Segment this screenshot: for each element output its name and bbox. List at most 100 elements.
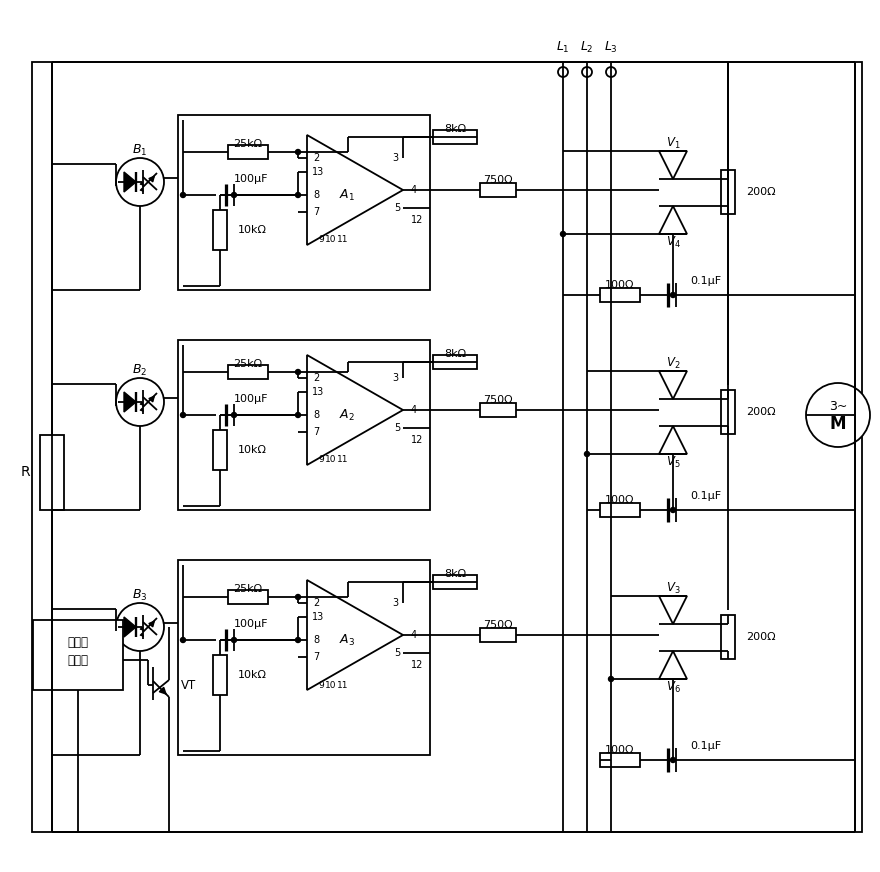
Bar: [721, 390, 735, 434]
Circle shape: [116, 603, 164, 651]
Bar: [178, 560, 430, 755]
Text: 100μF: 100μF: [234, 394, 268, 404]
Text: $L_3$: $L_3$: [604, 39, 618, 55]
Text: 10kΩ: 10kΩ: [238, 225, 267, 235]
Circle shape: [180, 412, 186, 418]
Text: $A_2$: $A_2$: [339, 407, 355, 423]
Bar: [178, 340, 430, 510]
Text: 10kΩ: 10kΩ: [238, 670, 267, 680]
Circle shape: [561, 231, 566, 236]
Text: 8: 8: [313, 190, 319, 200]
Text: 2: 2: [313, 153, 319, 163]
Text: 8: 8: [313, 635, 319, 645]
Text: 200Ω: 200Ω: [746, 187, 775, 197]
Text: 10kΩ: 10kΩ: [238, 445, 267, 455]
Text: 100Ω: 100Ω: [605, 280, 634, 290]
Text: $V_2$: $V_2$: [666, 356, 680, 371]
Text: VT: VT: [181, 678, 196, 691]
Text: M: M: [830, 415, 847, 433]
Bar: [600, 503, 640, 517]
Text: 0.1μF: 0.1μF: [690, 741, 721, 751]
Circle shape: [231, 193, 237, 197]
Text: 8kΩ: 8kΩ: [444, 569, 466, 579]
Bar: [600, 753, 640, 767]
Text: 200Ω: 200Ω: [746, 407, 775, 417]
Text: 13: 13: [312, 612, 324, 622]
Text: 5: 5: [394, 423, 400, 433]
Text: 8kΩ: 8kΩ: [444, 349, 466, 359]
Text: 12: 12: [411, 660, 423, 670]
Bar: [480, 183, 516, 197]
Text: 750Ω: 750Ω: [483, 395, 513, 405]
Circle shape: [296, 595, 300, 600]
Circle shape: [116, 158, 164, 206]
Text: 12: 12: [411, 215, 423, 225]
Bar: [480, 628, 516, 642]
Circle shape: [671, 758, 676, 762]
Bar: [433, 130, 477, 144]
Text: $V_4$: $V_4$: [665, 235, 680, 249]
Circle shape: [231, 637, 237, 643]
Text: 750Ω: 750Ω: [483, 620, 513, 630]
Text: 25kΩ: 25kΩ: [233, 139, 262, 149]
Text: 12: 12: [411, 435, 423, 445]
Text: 3: 3: [392, 598, 398, 608]
Bar: [721, 170, 735, 214]
Bar: [600, 288, 640, 302]
Text: 7: 7: [313, 652, 319, 662]
Text: $B_3$: $B_3$: [132, 588, 148, 603]
Circle shape: [558, 67, 568, 77]
Text: 25kΩ: 25kΩ: [233, 584, 262, 594]
Text: 7: 7: [313, 427, 319, 437]
Bar: [213, 655, 227, 695]
Text: 5: 5: [394, 648, 400, 658]
Bar: [32, 62, 862, 832]
Text: 9: 9: [319, 680, 324, 690]
Bar: [33, 620, 123, 690]
Text: 5: 5: [394, 203, 400, 213]
Text: 3: 3: [392, 373, 398, 383]
Circle shape: [608, 677, 613, 682]
Text: $A_1$: $A_1$: [339, 187, 355, 202]
Text: 750Ω: 750Ω: [483, 175, 513, 185]
Circle shape: [582, 67, 592, 77]
Circle shape: [296, 193, 300, 197]
Text: 10: 10: [326, 680, 337, 690]
Circle shape: [671, 508, 676, 513]
Circle shape: [806, 383, 870, 447]
Text: 100μF: 100μF: [234, 619, 268, 629]
Text: 100Ω: 100Ω: [605, 495, 634, 505]
Text: $A_3$: $A_3$: [339, 632, 355, 648]
Text: $V_1$: $V_1$: [666, 135, 680, 151]
Bar: [40, 435, 64, 510]
Polygon shape: [124, 392, 136, 412]
Text: 8kΩ: 8kΩ: [444, 124, 466, 134]
Circle shape: [296, 412, 300, 418]
Text: 200Ω: 200Ω: [746, 632, 775, 642]
Text: 9: 9: [319, 235, 324, 244]
Text: 0.1μF: 0.1μF: [690, 491, 721, 501]
Circle shape: [671, 292, 676, 297]
Bar: [228, 590, 268, 604]
Text: 辑指令: 辑指令: [68, 653, 89, 666]
Text: 13: 13: [312, 167, 324, 177]
Text: 4: 4: [411, 185, 417, 195]
Text: 4: 4: [411, 405, 417, 415]
Text: 11: 11: [337, 680, 348, 690]
Text: 7: 7: [313, 207, 319, 217]
Text: 4: 4: [411, 630, 417, 640]
Text: $V_5$: $V_5$: [666, 454, 680, 469]
Text: 2: 2: [313, 598, 319, 608]
Polygon shape: [124, 172, 136, 192]
Text: $L_1$: $L_1$: [556, 39, 570, 55]
Text: 11: 11: [337, 235, 348, 244]
Text: 10: 10: [326, 235, 337, 244]
Bar: [178, 115, 430, 290]
Circle shape: [296, 149, 300, 154]
Polygon shape: [124, 617, 136, 637]
Bar: [721, 615, 735, 659]
Circle shape: [231, 412, 237, 418]
Circle shape: [296, 637, 300, 643]
Circle shape: [116, 378, 164, 426]
Circle shape: [296, 370, 300, 374]
